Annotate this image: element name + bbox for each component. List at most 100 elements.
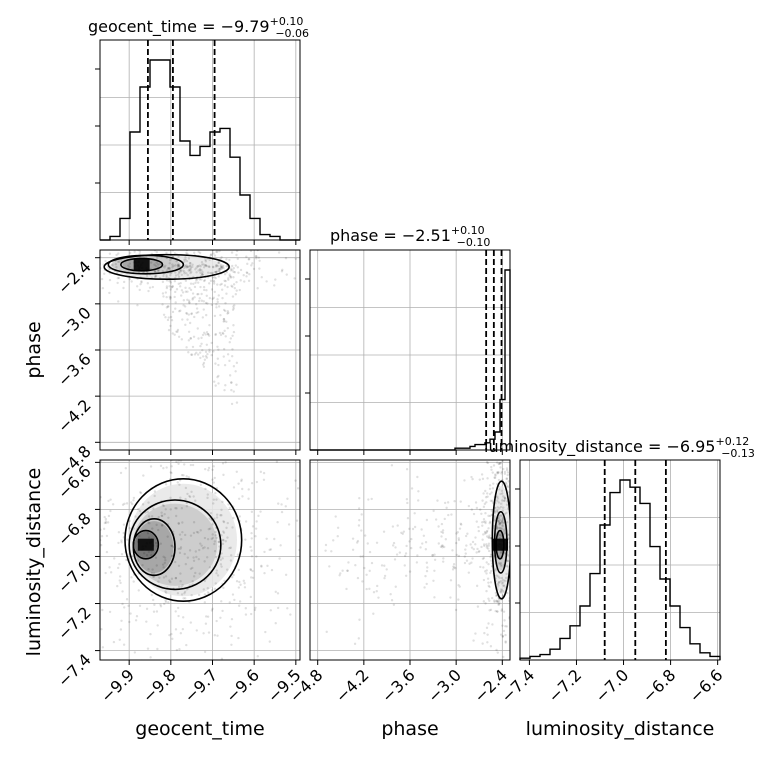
- sample-point: [198, 297, 201, 300]
- sample-point: [201, 270, 204, 274]
- sample-point: [496, 508, 499, 512]
- sample-point: [347, 561, 350, 564]
- sample-point: [164, 483, 168, 486]
- sample-point: [215, 536, 218, 540]
- sample-point: [432, 579, 435, 582]
- sample-point: [205, 289, 208, 292]
- sample-point: [178, 271, 181, 275]
- sample-point: [441, 529, 445, 532]
- sample-point: [148, 286, 152, 289]
- sample-point: [207, 466, 211, 470]
- sample-point: [213, 540, 217, 543]
- sample-point: [12, 280, 14, 282]
- sample-point: [505, 477, 508, 480]
- sample-point: [152, 507, 155, 510]
- sample-point: [175, 288, 179, 291]
- sample-point: [502, 578, 505, 582]
- sample-point: [490, 509, 493, 512]
- sample-point: [117, 541, 120, 545]
- sample-point: [382, 530, 386, 533]
- sample-point: [165, 251, 168, 255]
- sample-point: [201, 333, 205, 337]
- sample-point: [189, 288, 193, 292]
- sample-point: [169, 273, 172, 277]
- sample-point: [413, 525, 417, 529]
- sample-point: [243, 280, 246, 283]
- sample-point: [488, 534, 491, 537]
- sample-point: [269, 609, 273, 612]
- sample-point: [236, 257, 239, 261]
- sample-point: [507, 665, 509, 667]
- sample-point: [30, 262, 32, 264]
- sample-point: [189, 261, 192, 265]
- sample-point: [219, 392, 221, 394]
- sample-point: [174, 271, 177, 274]
- sample-point: [127, 604, 130, 608]
- sample-point: [496, 472, 499, 475]
- sample-point: [481, 499, 484, 502]
- sample-point: [180, 338, 184, 341]
- sample-point: [136, 264, 140, 267]
- sample-point: [482, 543, 486, 546]
- sample-point: [499, 502, 503, 505]
- sample-point: [498, 522, 501, 526]
- sample-point: [249, 545, 252, 549]
- sample-point: [183, 590, 187, 593]
- sample-point: [232, 330, 236, 334]
- sample-point: [201, 363, 205, 366]
- sample-point: [197, 557, 201, 561]
- sample-point: [195, 271, 198, 274]
- sample-point: [237, 636, 240, 640]
- sample-point: [196, 264, 199, 268]
- sample-point: [93, 265, 95, 267]
- sample-point: [498, 521, 501, 524]
- sample-point: [208, 296, 212, 300]
- y-axis-label-phase: phase: [23, 321, 45, 378]
- sample-point: [232, 283, 236, 286]
- panel-frame-2-0: [99, 459, 301, 661]
- sample-point: [363, 534, 367, 537]
- sample-point: [159, 262, 162, 266]
- sample-point: [506, 421, 508, 423]
- sample-point: [405, 497, 409, 501]
- sample-point: [483, 544, 486, 548]
- sample-point: [219, 563, 223, 566]
- sample-point: [365, 573, 368, 576]
- sample-point: [235, 280, 238, 284]
- sample-point: [192, 397, 194, 399]
- sample-point: [500, 489, 504, 493]
- sample-point: [200, 299, 203, 302]
- sample-point: [488, 514, 492, 518]
- sample-point: [471, 557, 474, 560]
- sample-point: [151, 285, 155, 289]
- sample-point: [103, 521, 107, 525]
- sample-point: [35, 277, 37, 279]
- sample-point: [182, 304, 185, 307]
- sample-point: [198, 251, 202, 255]
- sample-point: [161, 504, 165, 507]
- sample-point: [214, 534, 217, 537]
- sample-point: [223, 319, 226, 323]
- sample-point: [162, 566, 165, 569]
- x-tick-label-geocent_time: −9.8: [139, 665, 180, 706]
- sample-point: [147, 515, 151, 518]
- sample-point: [183, 270, 186, 273]
- sample-point: [340, 267, 342, 269]
- sample-point: [222, 355, 225, 358]
- sample-point: [208, 350, 211, 353]
- sample-point: [258, 259, 261, 262]
- sample-point: [219, 265, 223, 269]
- sample-point: [150, 593, 153, 597]
- sample-point: [375, 590, 378, 593]
- contour-level-2: [493, 510, 508, 574]
- sample-point: [189, 534, 193, 537]
- sample-point: [246, 262, 249, 266]
- sample-point: [523, 581, 525, 583]
- sample-point: [497, 471, 500, 475]
- sample-point: [183, 533, 187, 537]
- sample-point: [454, 566, 457, 570]
- sample-point: [209, 279, 213, 283]
- sample-point: [168, 267, 172, 270]
- sample-point: [367, 498, 370, 501]
- sample-point: [155, 523, 158, 527]
